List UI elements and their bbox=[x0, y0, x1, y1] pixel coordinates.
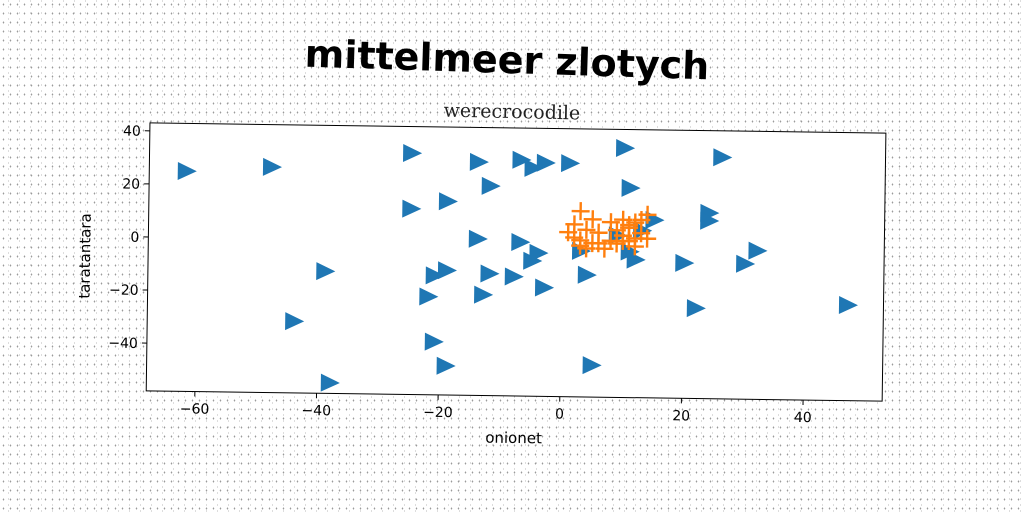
x-tick-label: −20 bbox=[423, 405, 453, 421]
plus-point bbox=[577, 220, 596, 239]
triangle-point bbox=[621, 178, 641, 197]
triangle-point bbox=[620, 242, 640, 261]
x-tick-label: −60 bbox=[180, 401, 210, 417]
plus-point bbox=[638, 205, 657, 224]
triangle-point bbox=[424, 332, 444, 351]
triangle-point bbox=[262, 157, 283, 176]
triangle-point bbox=[320, 373, 340, 392]
triangle-point bbox=[402, 199, 422, 218]
triangle-point bbox=[529, 243, 549, 262]
triangle-point bbox=[626, 250, 646, 269]
triangle-point bbox=[686, 299, 706, 318]
chart-title: mittelmeer zlotych bbox=[304, 32, 710, 89]
chart-subtitle: werecrocodile bbox=[443, 100, 580, 125]
triangle-point bbox=[504, 267, 524, 286]
triangle-point bbox=[615, 138, 636, 157]
plus-point bbox=[601, 231, 620, 250]
triangle-point bbox=[561, 154, 581, 173]
triangle-point bbox=[402, 143, 423, 162]
triangle-point bbox=[736, 254, 756, 273]
axis-ticks: −60 −40 −20 0 20 40 40 20 0 −20 −40 bbox=[108, 123, 812, 426]
x-tick-label: 20 bbox=[672, 408, 690, 424]
triangle-point bbox=[524, 158, 544, 177]
triangle-point bbox=[511, 233, 531, 252]
triangle-point bbox=[437, 261, 457, 280]
y-tick-label: −40 bbox=[108, 336, 138, 352]
triangle-point bbox=[316, 262, 336, 281]
x-tick-label: 40 bbox=[794, 410, 812, 426]
triangle-point bbox=[425, 266, 445, 285]
triangle-point bbox=[713, 148, 733, 167]
triangle-point bbox=[582, 356, 602, 375]
triangle-point bbox=[675, 253, 695, 272]
triangle-point bbox=[748, 241, 768, 260]
triangle-point bbox=[534, 278, 555, 297]
triangle-point bbox=[469, 152, 489, 171]
plus-point bbox=[607, 221, 626, 240]
y-tick-label: 40 bbox=[123, 123, 141, 139]
y-tick-label: −20 bbox=[109, 282, 139, 298]
plus-point bbox=[589, 234, 608, 253]
plus-point bbox=[583, 210, 602, 229]
y-tick-label: 0 bbox=[130, 230, 139, 246]
triangle-point bbox=[700, 211, 720, 230]
triangle-point bbox=[177, 162, 197, 181]
triangle-point bbox=[512, 150, 532, 169]
triangle-point bbox=[481, 176, 501, 195]
plus-point bbox=[614, 210, 633, 229]
plus-point bbox=[625, 229, 645, 248]
plus-point bbox=[571, 202, 590, 221]
triangle-point bbox=[577, 265, 597, 284]
data-points bbox=[177, 138, 858, 392]
triangle-point bbox=[838, 295, 858, 314]
x-tick-label: 0 bbox=[555, 407, 564, 423]
triangle-point bbox=[438, 192, 458, 211]
plot-area: −60 −40 −20 0 20 40 40 20 0 −20 −40 onionet tarata… bbox=[76, 122, 887, 448]
triangle-point bbox=[523, 251, 543, 270]
plot-frame bbox=[145, 122, 887, 402]
plus-point bbox=[571, 236, 590, 255]
triangle-point bbox=[474, 285, 494, 304]
triangle-point bbox=[285, 312, 305, 331]
y-axis-label: taratantara bbox=[76, 213, 95, 299]
x-axis-label: onionet bbox=[485, 429, 542, 448]
triangle-point bbox=[536, 153, 556, 172]
triangle-point bbox=[468, 229, 488, 248]
x-tick-label: −40 bbox=[301, 403, 331, 419]
triangle-point bbox=[480, 264, 500, 283]
y-tick-label: 20 bbox=[122, 177, 140, 193]
triangle-point bbox=[436, 356, 456, 375]
triangle-point bbox=[419, 287, 439, 306]
